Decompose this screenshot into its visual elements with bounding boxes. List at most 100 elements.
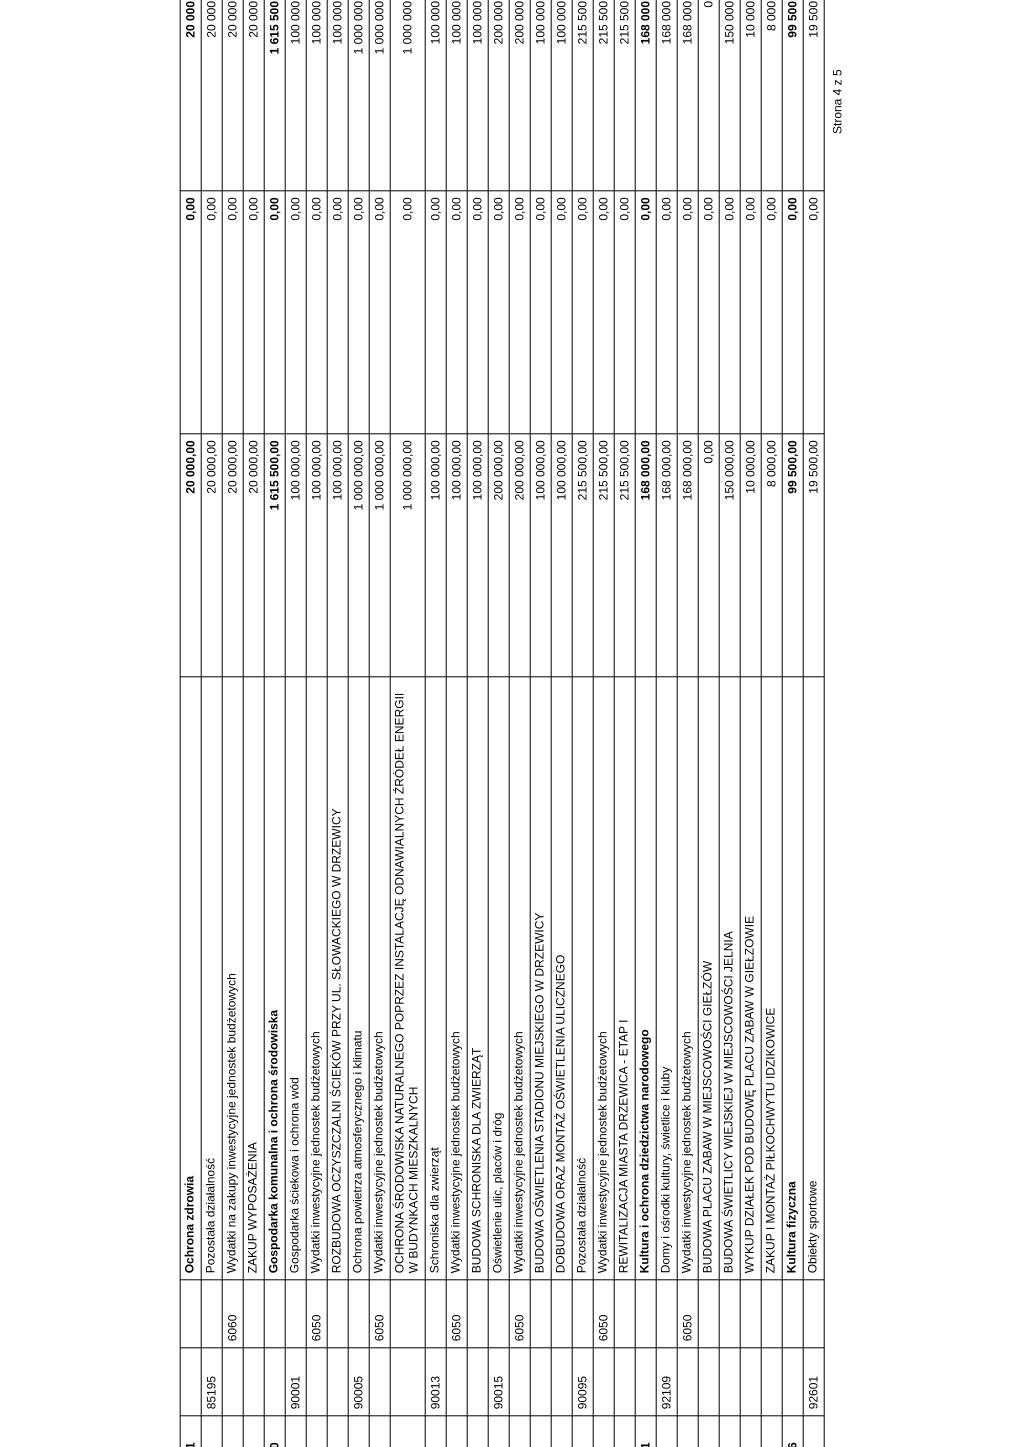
cell (201, 1280, 222, 1348)
cell (264, 1348, 285, 1416)
cell (446, 1416, 467, 1447)
table-row: 926Kultura fizyczna99 500,000,0099 500,0… (782, 0, 803, 1447)
cell: 1 000 000,00 (390, 434, 425, 677)
cell: 19 500,00 (803, 0, 824, 191)
cell (551, 1280, 572, 1348)
cell: 100 000,00 (327, 0, 348, 191)
table-row: 90005Ochrona powietrza atmosferycznego i… (348, 0, 369, 1447)
cell: BUDOWA SCHRONISKA DLA ZWIERZĄT (467, 677, 488, 1280)
cell: Ochrona powietrza atmosferycznego i klim… (348, 677, 369, 1280)
cell: 0,00 (306, 191, 327, 434)
cell: 200 000,00 (509, 0, 530, 191)
cell: 0,00 (180, 191, 201, 434)
cell (719, 1280, 740, 1348)
cell (243, 1280, 264, 1348)
cell: 6050 (306, 1280, 327, 1348)
table-row: BUDOWA PLACU ZABAW W MIEJSCOWOŚCI GIEŁZÓ… (698, 0, 719, 1447)
cell (222, 1416, 243, 1447)
cell: Pozostała działalność (201, 677, 222, 1280)
cell: 100 000,00 (467, 434, 488, 677)
cell: 85195 (201, 1348, 222, 1416)
cell (530, 1280, 551, 1348)
cell: 168 000,00 (677, 0, 698, 191)
cell (369, 1348, 390, 1416)
cell: 0,00 (488, 191, 509, 434)
cell: 6050 (369, 1280, 390, 1348)
cell: 20 000,00 (180, 434, 201, 677)
cell: 6060 (222, 1280, 243, 1348)
cell: ZAKUP WYPOSAŻENIA (243, 677, 264, 1280)
cell (635, 1348, 656, 1416)
cell: 900 (264, 1416, 285, 1447)
cell: 0,00 (201, 191, 222, 434)
cell: 1 615 500,00 (264, 434, 285, 677)
cell: 0,00 (572, 191, 593, 434)
cell: 100 000,00 (530, 434, 551, 677)
cell: 100 000,00 (306, 434, 327, 677)
cell: 100 000,00 (446, 434, 467, 677)
cell: 8 000,00 (761, 434, 782, 677)
table-row: 90013Schroniska dla zwierząt100 000,000,… (425, 0, 446, 1447)
cell (572, 1416, 593, 1447)
cell: Wydatki inwestycyjne jednostek budżetowy… (446, 677, 467, 1280)
cell: 6050 (677, 1280, 698, 1348)
table-row: 6050Wydatki inwestycyjne jednostek budże… (677, 0, 698, 1447)
cell (719, 1348, 740, 1416)
table-row: ROZBUDOWA OCZYSZCZALNI ŚCIEKÓW PRZY UL. … (327, 0, 348, 1447)
table-row: REWITALIZACJA MIASTA DRZEWICA - ETAP I21… (614, 0, 635, 1447)
cell: 0,00 (222, 191, 243, 434)
cell: Gospodarka komunalna i ochrona środowisk… (264, 677, 285, 1280)
cell (390, 1280, 425, 1348)
cell: 0,00 (530, 191, 551, 434)
cell: 0,00 (593, 191, 614, 434)
cell: 0,00 (761, 191, 782, 434)
cell (285, 1280, 306, 1348)
cell: 0,00 (677, 191, 698, 434)
cell: 1 615 500,00 (264, 0, 285, 191)
cell (180, 1280, 201, 1348)
cell: 215 500,00 (593, 434, 614, 677)
table-row: 6060Wydatki na zakupy inwestycyjne jedno… (222, 0, 243, 1447)
cell: 851 (180, 1416, 201, 1447)
cell: 0,00 (446, 191, 467, 434)
cell: Kultura fizyczna (782, 677, 803, 1280)
cell (467, 1416, 488, 1447)
cell: 100 000,00 (446, 0, 467, 191)
cell: 0,00 (390, 191, 425, 434)
cell: 90001 (285, 1348, 306, 1416)
cell: 0,00 (698, 0, 719, 191)
cell: 0,00 (348, 191, 369, 434)
cell: 100 000,00 (285, 0, 306, 191)
cell: 20 000,00 (243, 434, 264, 677)
table-row: BUDOWA OŚWIETLENIA STADIONU MIEJSKIEGO W… (530, 0, 551, 1447)
budget-table: 851Ochrona zdrowia20 000,000,0020 000,00… (180, 0, 825, 1447)
cell (677, 1348, 698, 1416)
cell: 6050 (593, 1280, 614, 1348)
cell: 215 500,00 (572, 434, 593, 677)
cell: REWITALIZACJA MIASTA DRZEWICA - ETAP I (614, 677, 635, 1280)
cell: 1 000 000,00 (348, 434, 369, 677)
table-row: 90095Pozostała działalność215 500,000,00… (572, 0, 593, 1447)
cell: 100 000,00 (306, 0, 327, 191)
cell: 200 000,00 (509, 434, 530, 677)
cell (593, 1348, 614, 1416)
table-row: 6050Wydatki inwestycyjne jednostek budże… (593, 0, 614, 1447)
cell: 0,00 (551, 191, 572, 434)
cell (782, 1280, 803, 1348)
cell: Wydatki inwestycyjne jednostek budżetowy… (306, 677, 327, 1280)
cell (488, 1280, 509, 1348)
cell (446, 1348, 467, 1416)
cell (803, 1280, 824, 1348)
cell: 0,00 (656, 191, 677, 434)
cell: 0,00 (467, 191, 488, 434)
cell: 1 000 000,00 (369, 434, 390, 677)
table-row: BUDOWA SCHRONISKA DLA ZWIERZĄT100 000,00… (467, 0, 488, 1447)
cell (222, 1348, 243, 1416)
cell (572, 1280, 593, 1348)
cell: 168 000,00 (656, 434, 677, 677)
cell (677, 1416, 698, 1447)
table-row: 851Ochrona zdrowia20 000,000,0020 000,00 (180, 0, 201, 1447)
cell: 0,00 (698, 191, 719, 434)
cell: 100 000,00 (551, 0, 572, 191)
cell: 0,00 (740, 191, 761, 434)
